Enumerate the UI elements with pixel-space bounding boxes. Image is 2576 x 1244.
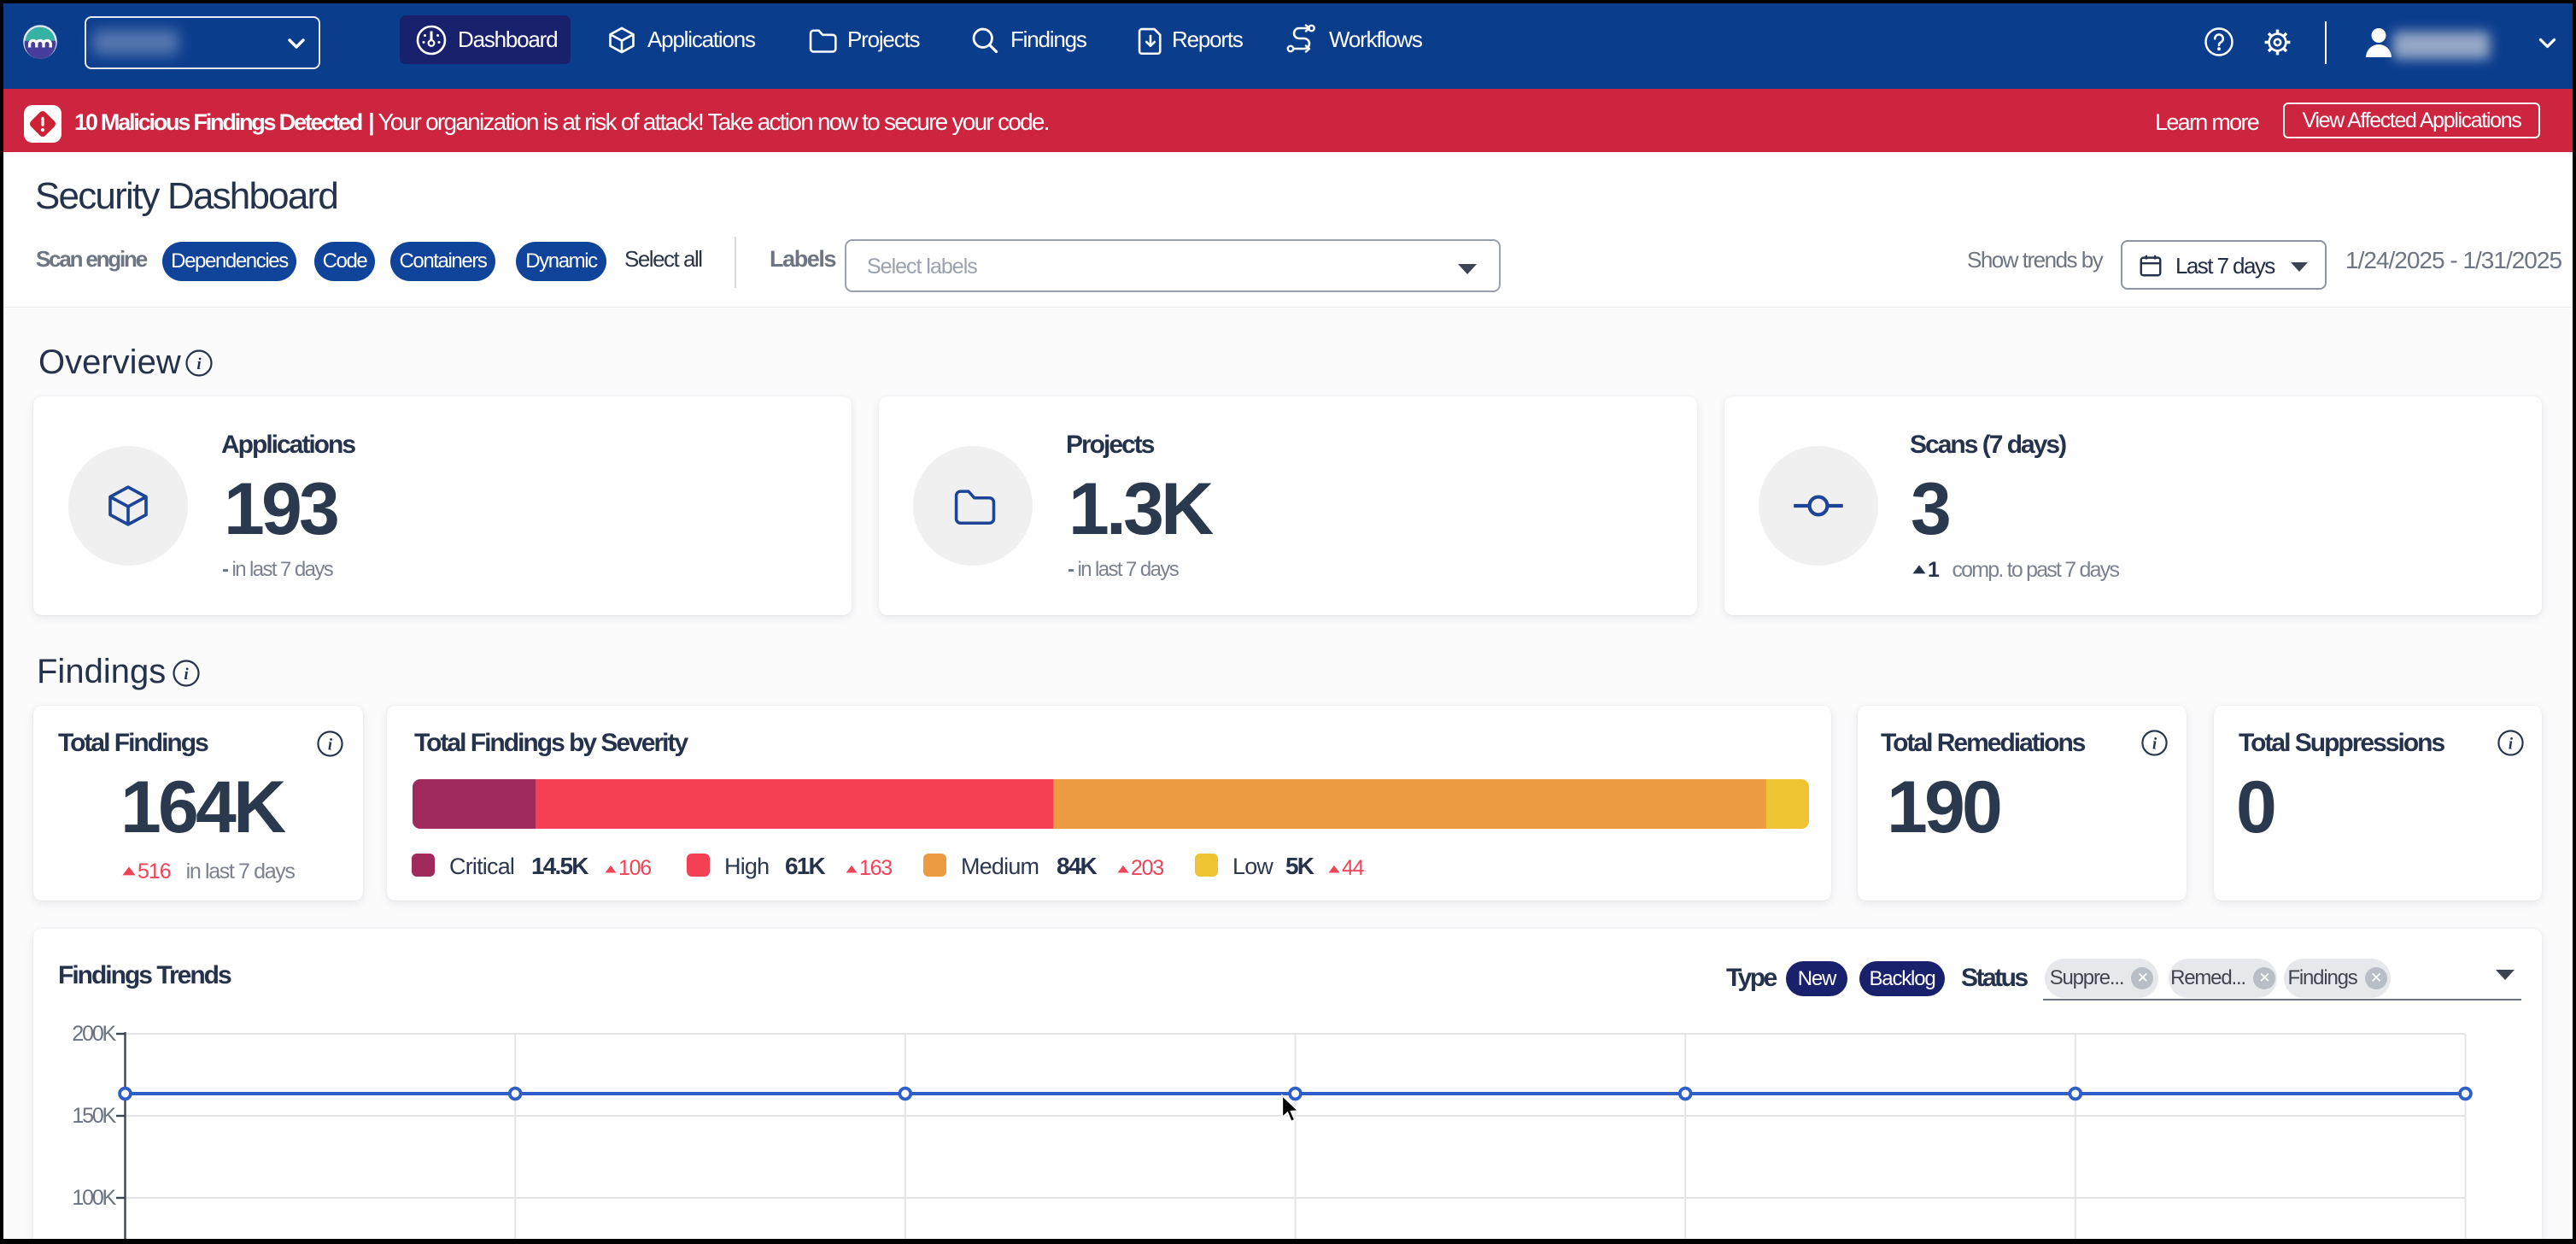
svg-text:i: i [196, 355, 202, 373]
svg-text:i: i [184, 666, 189, 684]
svg-text:i: i [2152, 735, 2157, 752]
svg-text:i: i [328, 736, 333, 753]
svg-text:i: i [2509, 735, 2514, 752]
